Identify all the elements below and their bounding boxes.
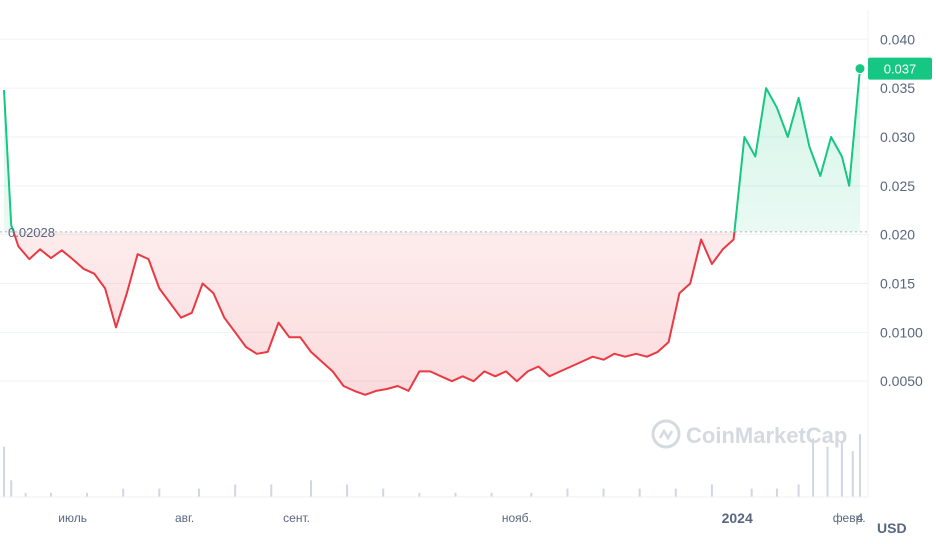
x-tick-label: февр. — [833, 511, 866, 525]
y-tick-label: 0.035 — [880, 80, 915, 96]
reference-price-label: 0.02028 — [8, 225, 55, 240]
x-tick-label: сент. — [283, 511, 310, 525]
y-tick-label: 0.025 — [880, 178, 915, 194]
volume-bars — [3, 434, 861, 497]
below-reference-area — [13, 231, 735, 395]
y-tick-label: 0.0050 — [880, 373, 923, 389]
volume-bar — [710, 484, 713, 497]
y-tick-label: 0.020 — [880, 227, 915, 243]
x-axis-ticks: июль авг. сент. нояб. 2024 февр.4 — [58, 510, 865, 526]
volume-bar — [270, 484, 273, 497]
volume-bar — [775, 488, 778, 497]
y-tick-label: 0.040 — [880, 31, 915, 47]
volume-bar — [86, 492, 89, 497]
volume-bar — [750, 488, 753, 497]
volume-bar — [24, 492, 27, 497]
volume-bar — [198, 488, 201, 497]
coinmarketcap-logo-icon — [651, 419, 681, 449]
y-axis-ticks: 0.040 0.035 0.030 0.025 0.020 0.015 0.0100 0.00… — [880, 31, 923, 389]
volume-bar — [454, 492, 457, 497]
volume-bar — [674, 488, 677, 497]
volume-bar — [234, 484, 237, 497]
above-reference-area — [4, 68, 860, 232]
volume-bar — [490, 492, 493, 497]
volume-bar — [851, 450, 854, 497]
x-tick-label: 4 — [857, 511, 864, 525]
y-tick-label: 0.0100 — [880, 324, 923, 340]
volume-bar — [310, 480, 313, 497]
volume-bar — [49, 492, 52, 497]
x-tick-label: июль — [58, 511, 87, 525]
volume-bar — [382, 488, 385, 497]
current-price-dot[interactable] — [854, 63, 866, 75]
volume-bar — [10, 480, 13, 497]
volume-bar — [566, 488, 569, 497]
logo-wave-icon — [658, 428, 674, 441]
price-line-up — [3, 68, 861, 232]
volume-bar — [346, 484, 349, 497]
volume-bar — [3, 446, 5, 497]
watermark-text: CoinMarketCap — [686, 423, 847, 448]
volume-bar — [602, 488, 605, 497]
watermark-logo: CoinMarketCap — [651, 419, 847, 449]
price-line-down — [12, 231, 736, 396]
volume-bar — [122, 488, 125, 497]
volume-bar — [638, 488, 641, 497]
volume-bar — [812, 438, 815, 497]
current-price-label: 0.037 — [884, 62, 917, 77]
y-tick-label: 0.015 — [880, 275, 915, 291]
volume-bar — [530, 492, 533, 497]
x-tick-label: нояб. — [502, 511, 532, 525]
volume-bar — [840, 442, 843, 497]
volume-bar — [158, 488, 161, 497]
x-tick-label: авг. — [175, 511, 194, 525]
current-price-badge — [868, 57, 932, 80]
y-tick-label: 0.030 — [880, 129, 915, 145]
current-price-tag: 0.037 — [868, 57, 932, 80]
volume-bar — [797, 484, 800, 497]
volume-bar — [418, 492, 421, 497]
volume-bar — [826, 446, 829, 497]
currency-unit-label: USD — [877, 520, 907, 536]
x-tick-label: 2024 — [722, 510, 753, 526]
volume-bar — [859, 434, 861, 497]
